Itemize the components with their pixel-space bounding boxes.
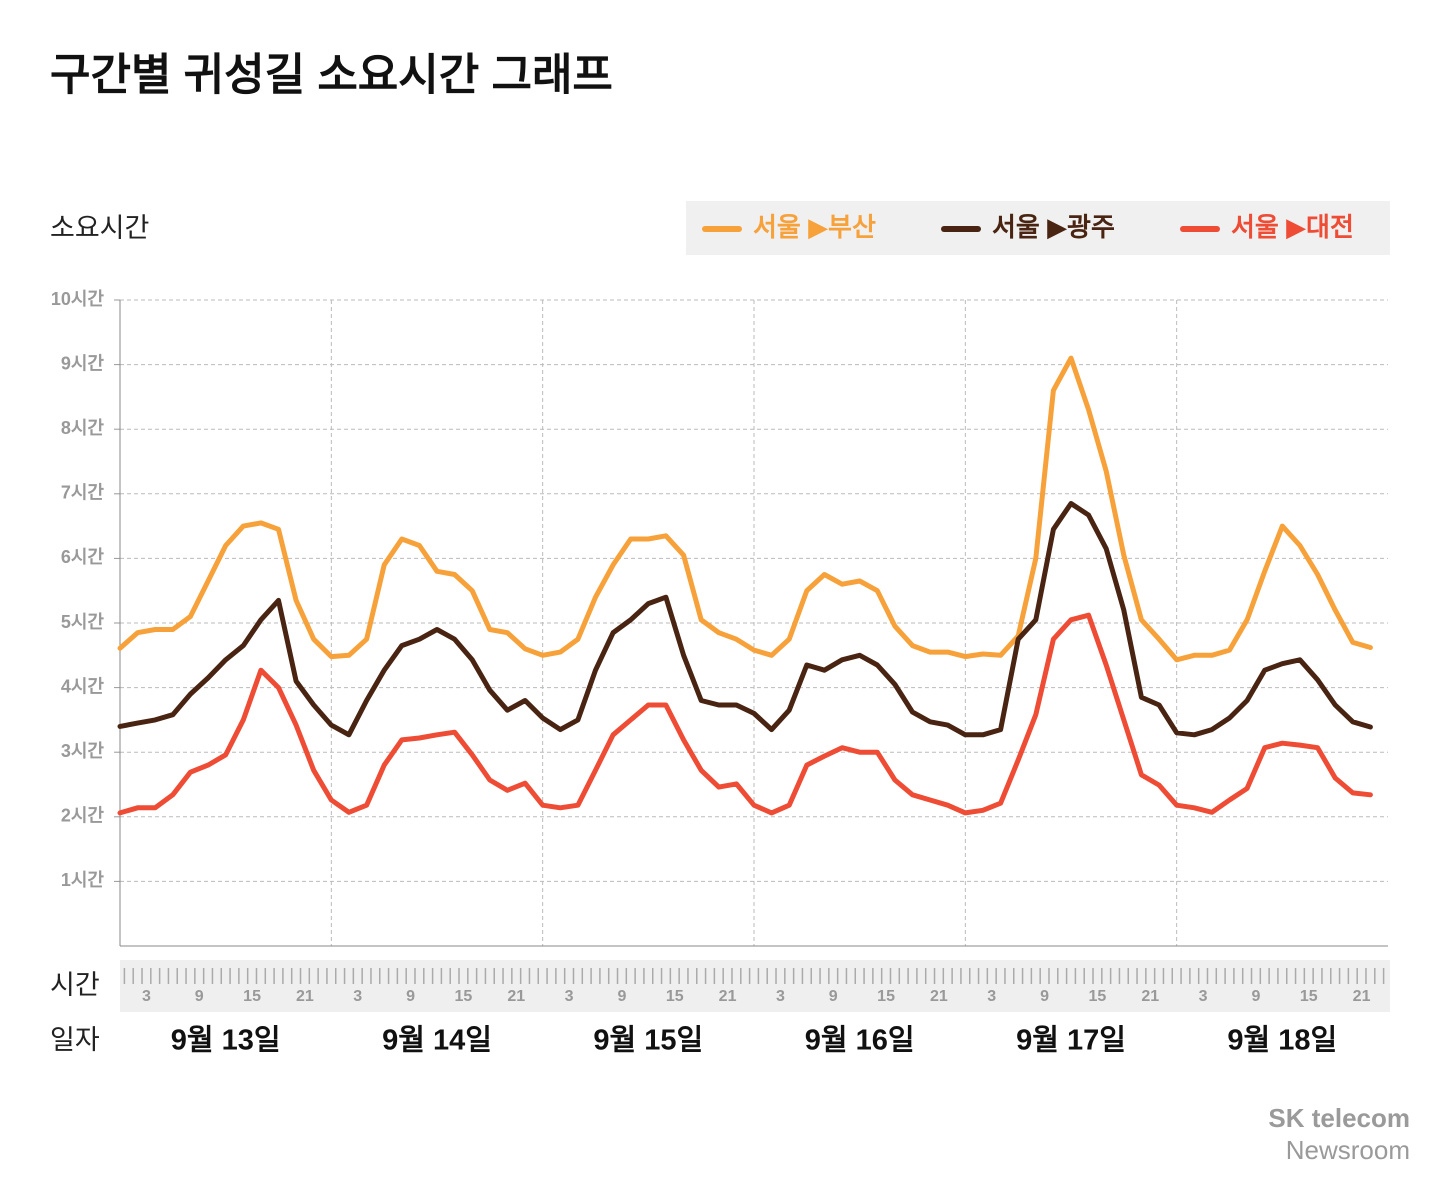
series-line [117, 355, 1373, 663]
day-label: 9월 14일 [382, 1024, 492, 1057]
y-axis-label: 소요시간 [50, 213, 149, 243]
y-tick-label: 5시간 [61, 612, 105, 632]
x-tick-label: 15 [666, 988, 684, 1005]
x-tick-label: 9 [406, 988, 415, 1005]
day-axis-label: 일자 [50, 1025, 100, 1055]
x-tick-label: 15 [1089, 988, 1107, 1005]
y-tick-label: 1시간 [61, 870, 105, 890]
y-tick-label: 7시간 [61, 483, 105, 503]
watermark-site: Newsroom [1286, 1135, 1410, 1165]
legend-box [686, 201, 1390, 255]
x-tick-label: 21 [930, 988, 948, 1005]
y-tick-label: 10시간 [51, 289, 105, 309]
x-tick-label: 9 [617, 988, 626, 1005]
x-tick-label: 21 [296, 988, 314, 1005]
x-tick-label: 3 [142, 988, 151, 1005]
y-tick-label: 2시간 [61, 806, 105, 826]
x-tick-label: 21 [1353, 988, 1371, 1005]
x-tick-label: 3 [1199, 988, 1208, 1005]
x-tick-label: 9 [195, 988, 204, 1005]
x-tick-label: 21 [719, 988, 737, 1005]
x-tick-label: 15 [455, 988, 473, 1005]
hour-strip [120, 960, 1390, 1012]
x-tick-label: 9 [829, 988, 838, 1005]
day-label: 9월 13일 [171, 1024, 281, 1057]
x-tick-label: 3 [565, 988, 574, 1005]
day-label: 9월 16일 [805, 1024, 915, 1057]
watermark-brand: SK telecom [1268, 1103, 1410, 1133]
chart-title: 구간별 귀성길 소요시간 그래프 [50, 51, 613, 100]
y-tick-label: 8시간 [61, 418, 105, 438]
x-tick-label: 21 [507, 988, 525, 1005]
x-tick-label: 21 [1141, 988, 1159, 1005]
day-label: 9월 15일 [593, 1024, 703, 1057]
x-tick-label: 15 [1300, 988, 1318, 1005]
day-label: 9월 18일 [1227, 1024, 1337, 1057]
series-line [117, 612, 1373, 816]
y-tick-label: 3시간 [61, 741, 105, 761]
x-tick-label: 15 [243, 988, 261, 1005]
x-tick-label: 3 [353, 988, 362, 1005]
x-tick-label: 3 [776, 988, 785, 1005]
legend-label: 서울 ▶광주 [992, 212, 1115, 242]
y-tick-label: 4시간 [61, 676, 105, 696]
y-tick-label: 9시간 [61, 353, 105, 373]
x-tick-label: 3 [987, 988, 996, 1005]
x-tick-label: 9 [1251, 988, 1260, 1005]
y-tick-label: 6시간 [61, 547, 105, 567]
x-tick-label: 15 [877, 988, 895, 1005]
series-line [117, 501, 1373, 738]
day-label: 9월 17일 [1016, 1024, 1126, 1057]
x-tick-label: 9 [1040, 988, 1049, 1005]
legend-label: 서울 ▶부산 [753, 212, 876, 242]
x-axis-label: 시간 [50, 970, 100, 1000]
legend-label: 서울 ▶대전 [1231, 212, 1354, 242]
